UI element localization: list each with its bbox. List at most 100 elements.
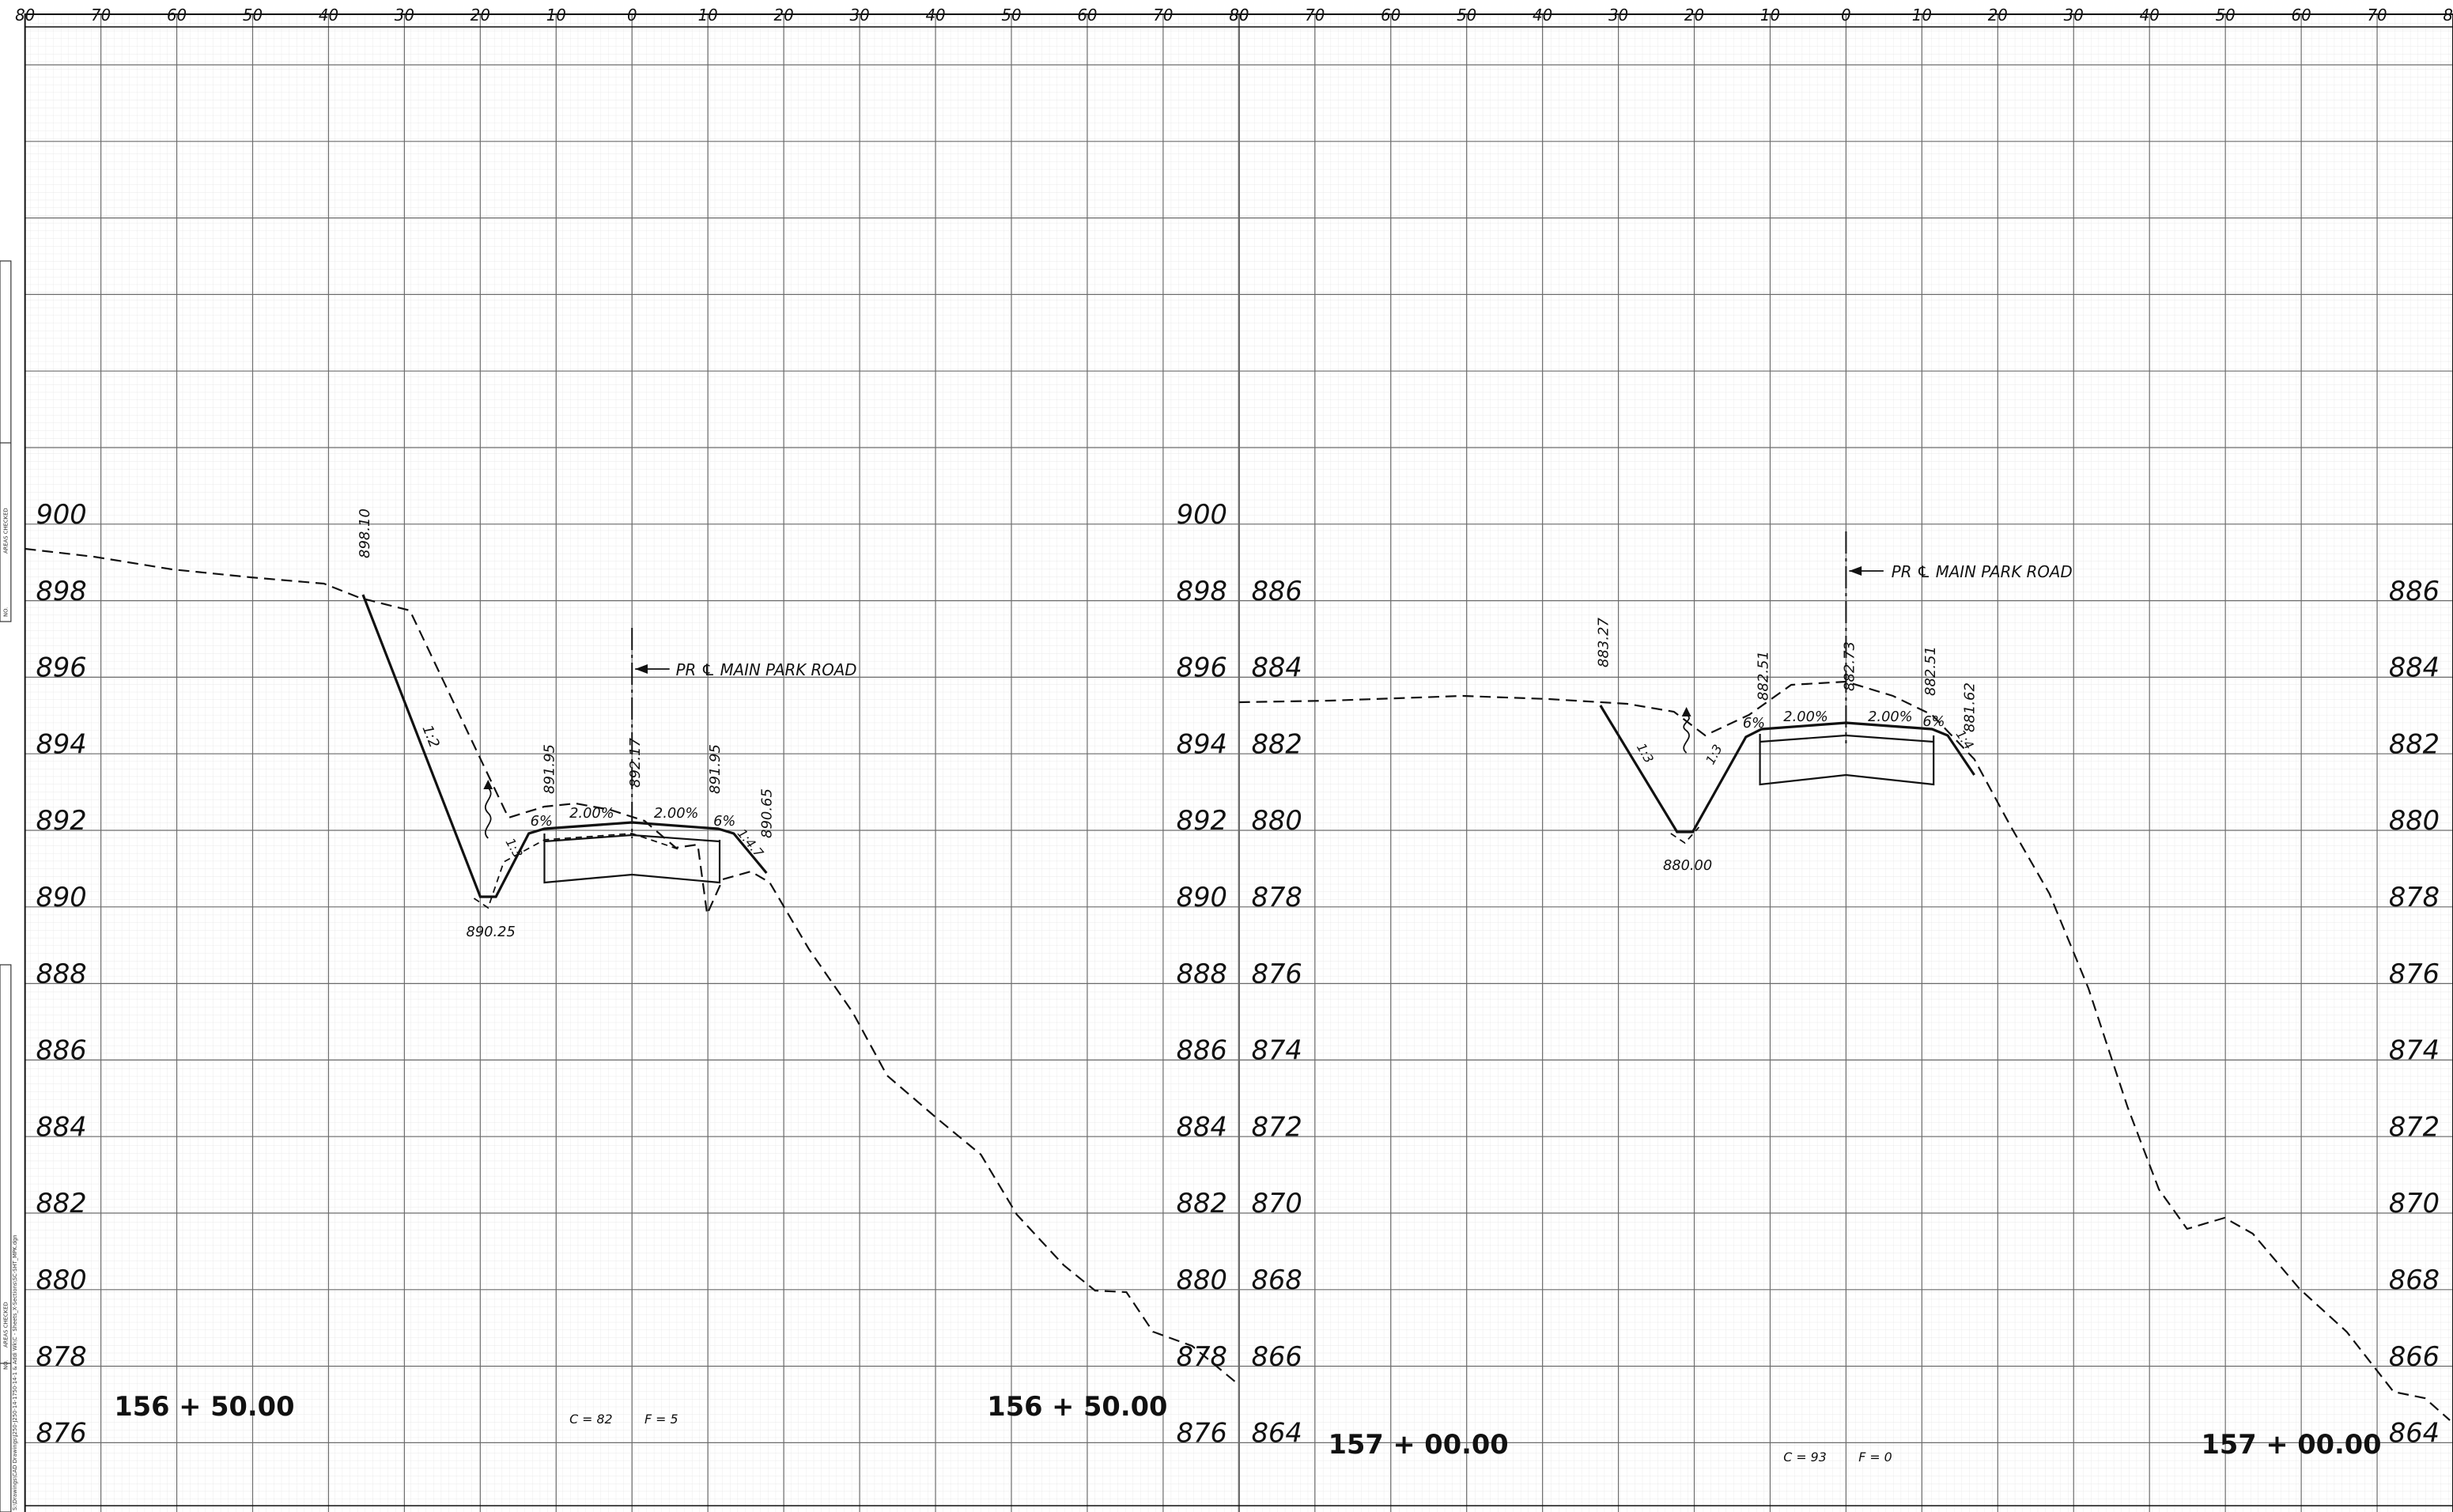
ditch-flow-arrow — [1683, 714, 1690, 754]
offset-tick-label: 60 — [2292, 6, 2311, 25]
elevation-label: 884 — [2389, 652, 2440, 682]
offset-tick-label: 10 — [1760, 6, 1780, 25]
elev-cl: 882.73 — [1841, 641, 1858, 691]
elevation-label: 894 — [1177, 728, 1227, 759]
pct-lt-lane: 2.00% — [569, 805, 614, 822]
elevation-label: 898 — [1177, 576, 1227, 607]
subgrade-line — [473, 833, 679, 909]
offset-tick-label: 60 — [1077, 6, 1097, 25]
offset-tick-label: 70 — [1153, 6, 1173, 25]
elevation-label: 892 — [1177, 805, 1227, 836]
offset-tick-label: 80 — [1229, 6, 1249, 25]
elevation-label: 888 — [36, 958, 87, 989]
offset-tick-label: 60 — [167, 6, 187, 25]
elevation-label: 878 — [1177, 1341, 1227, 1372]
offset-tick-label: 30 — [1608, 6, 1628, 25]
offset-tick-label: 60 — [1381, 6, 1400, 25]
elev-ditch: 880.00 — [1663, 857, 1712, 874]
elevation-label: 880 — [2389, 805, 2440, 836]
fill-volume: F = 5 — [644, 1412, 678, 1427]
cut-volume: C = 82 — [569, 1412, 612, 1427]
offset-tick-label: 20 — [1684, 6, 1704, 25]
elevation-label: 866 — [1252, 1341, 1302, 1372]
centerline-label: PR ℄ MAIN PARK ROAD — [676, 661, 857, 679]
elevation-label: 876 — [1177, 1417, 1227, 1448]
offset-tick-label: 10 — [698, 6, 718, 25]
elev-rt-shoulder: 891.95 — [707, 744, 724, 794]
offset-tick-label: 50 — [1457, 6, 1476, 25]
station-label-left: 156 + 50.00 — [114, 1391, 294, 1422]
margin-note-lower-no: NO. — [3, 1360, 9, 1370]
elevation-label: 876 — [36, 1417, 87, 1448]
offset-tick-label: 70 — [1305, 6, 1325, 25]
elevation-label: 880 — [36, 1264, 87, 1295]
offset-tick-label: 40 — [2140, 6, 2160, 25]
pavement-box — [543, 833, 721, 884]
elevation-label: 882 — [1252, 728, 1302, 759]
elevation-label: 892 — [36, 805, 87, 836]
pct-lt-lane: 2.00% — [1783, 709, 1828, 725]
station-label-left: 157 + 00.00 — [1329, 1429, 1509, 1460]
elevation-label: 880 — [1177, 1264, 1227, 1295]
elevation-label: 880 — [1252, 805, 1302, 836]
proposed-section-outline — [361, 594, 768, 898]
pct-rt-lane: 2.00% — [654, 805, 699, 822]
elevation-label: 890 — [1177, 882, 1227, 913]
elevation-label: 874 — [2389, 1034, 2440, 1065]
elevation-label: 864 — [1252, 1417, 1302, 1448]
margin-title-block — [0, 260, 12, 1512]
elevation-label: 868 — [1252, 1264, 1302, 1295]
elevation-label: 870 — [2389, 1188, 2440, 1219]
elevation-label: 878 — [36, 1341, 87, 1372]
subgrade-line — [1670, 826, 1700, 845]
elevation-label: 882 — [36, 1188, 87, 1219]
grid — [24, 13, 2453, 1512]
cut-volume: C = 93 — [1783, 1450, 1826, 1465]
offset-tick-label: 50 — [243, 6, 263, 25]
elevation-label: 896 — [36, 652, 87, 682]
elevation-label: 900 — [1177, 499, 1227, 530]
file-path: S:\Drawings\CAD Drawings\J250-J250-14-17… — [12, 1234, 18, 1510]
offset-tick-label: 40 — [319, 6, 338, 25]
elevation-label: 870 — [1252, 1188, 1302, 1219]
offset-tick-label: 40 — [925, 6, 945, 25]
elev-lt-shoulder: 882.51 — [1756, 651, 1772, 701]
offset-tick-label: 10 — [546, 6, 566, 25]
elevation-label: 888 — [1177, 958, 1227, 989]
pct-rt-shoulder: 6% — [713, 813, 735, 830]
elev-top-slope: 883.27 — [1596, 617, 1612, 667]
elevation-label: 864 — [2389, 1417, 2440, 1448]
fill-volume: F = 0 — [1858, 1450, 1892, 1465]
elevation-label: 874 — [1252, 1034, 1302, 1065]
offset-tick-label: 0 — [627, 6, 637, 25]
offset-tick-label: 80 — [1229, 6, 1249, 25]
station-label-right: 156 + 50.00 — [987, 1391, 1167, 1422]
elev-top-slope: 898.10 — [357, 508, 373, 558]
centerline-label: PR ℄ MAIN PARK ROAD — [1892, 563, 2073, 581]
offset-tick-label: 80 — [2443, 6, 2453, 25]
station-label-right: 157 + 00.00 — [2201, 1429, 2381, 1460]
offset-tick-label: 50 — [1001, 6, 1021, 25]
elevation-label: 884 — [1252, 652, 1302, 682]
elevation-label: 878 — [1252, 882, 1302, 913]
margin-note-upper: AREAS CHECKED — [3, 508, 9, 554]
elevation-label: 876 — [2389, 958, 2440, 989]
offset-tick-label: 30 — [2064, 6, 2084, 25]
pct-lt-shoulder: 6% — [531, 813, 553, 830]
centerline-arrow — [1849, 566, 1884, 576]
elevation-label: 868 — [2389, 1264, 2440, 1295]
existing-ground-line — [25, 547, 1237, 1383]
elev-rt-toe: 890.65 — [758, 788, 775, 838]
elevation-label: 886 — [36, 1034, 87, 1065]
elevation-label: 900 — [36, 499, 87, 530]
offset-tick-label: 80 — [15, 6, 35, 25]
offset-tick-label: 20 — [1988, 6, 2008, 25]
elevation-label: 894 — [36, 728, 87, 759]
elevation-label: 884 — [1177, 1111, 1227, 1142]
pct-rt-shoulder: 6% — [1922, 713, 1945, 730]
margin-note-upper-no: NO. — [3, 607, 9, 617]
elevation-label: 882 — [2389, 728, 2440, 759]
offset-tick-label: 10 — [1912, 6, 1932, 25]
elevation-label: 884 — [36, 1111, 87, 1142]
